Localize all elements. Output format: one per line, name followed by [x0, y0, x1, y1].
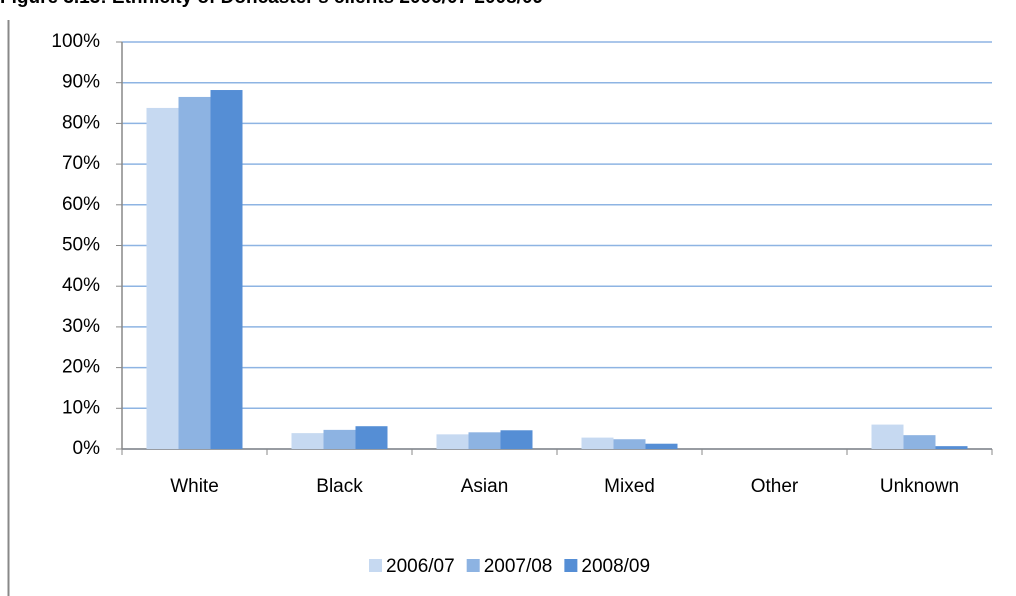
bar: [500, 430, 533, 449]
y-tick-label: 60%: [62, 194, 100, 215]
y-tick-label: 100%: [51, 31, 100, 52]
x-tick-label: Black: [316, 476, 363, 497]
bar: [146, 107, 179, 450]
legend-swatch: [466, 559, 480, 572]
bar: [468, 432, 501, 449]
bar: [323, 429, 356, 449]
legend-label: 2007/08: [484, 556, 553, 577]
bar: [210, 90, 243, 449]
chart-title: Figure 3.13: Ethnicity of Doncaster's cl…: [0, 0, 543, 8]
y-tick-label: 90%: [62, 72, 100, 93]
bar: [178, 96, 211, 449]
y-tick-label: 50%: [62, 235, 100, 256]
bar: [871, 424, 904, 449]
bar: [935, 446, 968, 449]
y-tick-label: 20%: [62, 357, 100, 378]
x-tick-label: Mixed: [604, 476, 655, 497]
bar: [355, 426, 388, 449]
y-tick-label: 80%: [62, 112, 100, 133]
bar: [436, 434, 469, 449]
x-tick-label: Unknown: [880, 476, 959, 497]
legend-label: 2006/07: [386, 556, 455, 577]
x-tick-label: White: [170, 476, 219, 497]
bar: [581, 437, 614, 449]
y-tick-label: 40%: [62, 275, 100, 296]
legend-swatch: [369, 559, 382, 572]
x-tick-label: Other: [751, 476, 799, 497]
y-tick-label: 30%: [62, 316, 100, 337]
y-tick-label: 10%: [62, 397, 100, 418]
legend-label: 2008/09: [581, 556, 650, 577]
x-tick-label: Asian: [461, 476, 509, 497]
y-tick-label: 70%: [62, 153, 100, 174]
bar: [645, 443, 678, 449]
bar: [613, 439, 646, 449]
legend-swatch: [564, 559, 578, 572]
bar: [903, 435, 936, 449]
y-tick-label: 0%: [73, 438, 101, 459]
bar: [291, 433, 324, 449]
